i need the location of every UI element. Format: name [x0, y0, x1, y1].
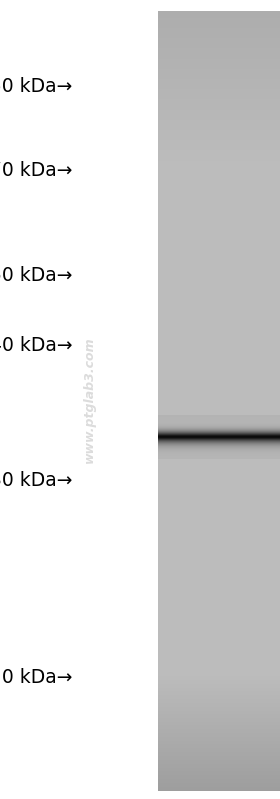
Text: 70 kDa→: 70 kDa→: [0, 161, 73, 180]
Text: 20 kDa→: 20 kDa→: [0, 668, 73, 687]
Text: 40 kDa→: 40 kDa→: [0, 336, 73, 355]
Text: 50 kDa→: 50 kDa→: [0, 266, 73, 285]
Text: 150 kDa→: 150 kDa→: [0, 77, 73, 96]
Text: 30 kDa→: 30 kDa→: [0, 471, 73, 491]
Text: www.ptglab3.com: www.ptglab3.com: [83, 336, 96, 463]
